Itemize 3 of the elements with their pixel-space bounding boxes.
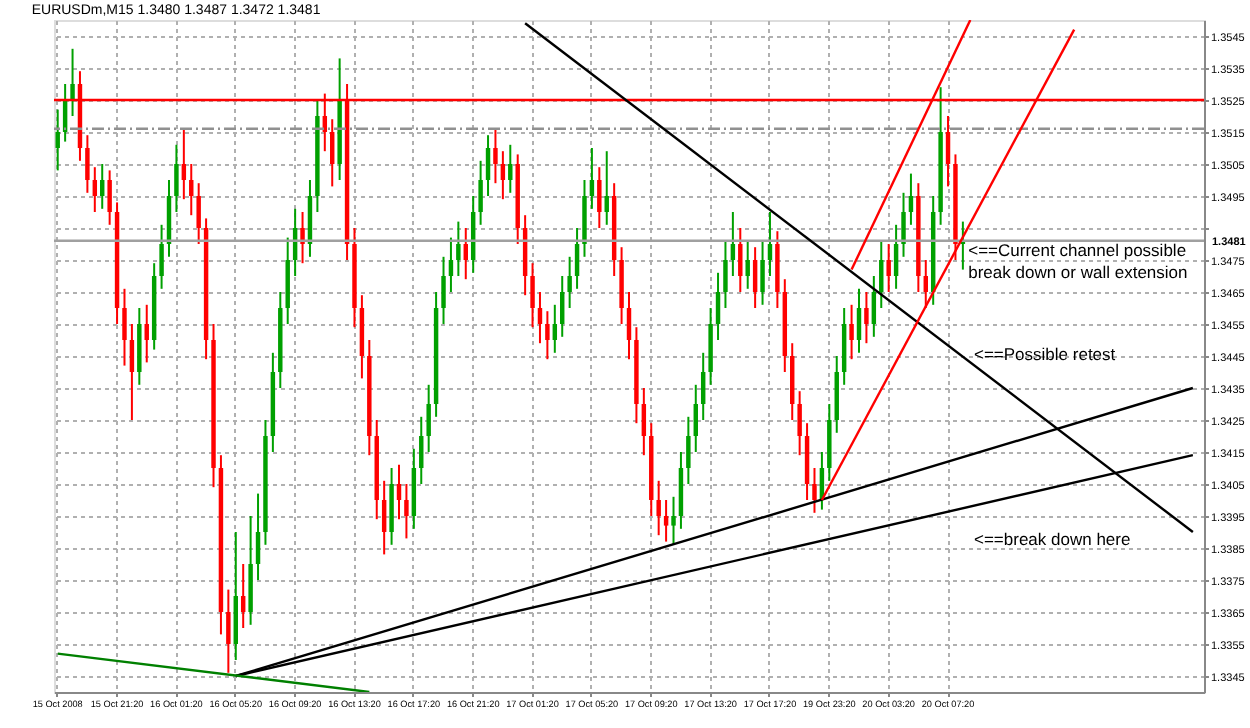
annotation: <==Current channel possible break down or wall extension [968,239,1189,282]
annotation: <==Possible retest [974,343,1117,364]
annotation: <==break down here [974,528,1131,549]
